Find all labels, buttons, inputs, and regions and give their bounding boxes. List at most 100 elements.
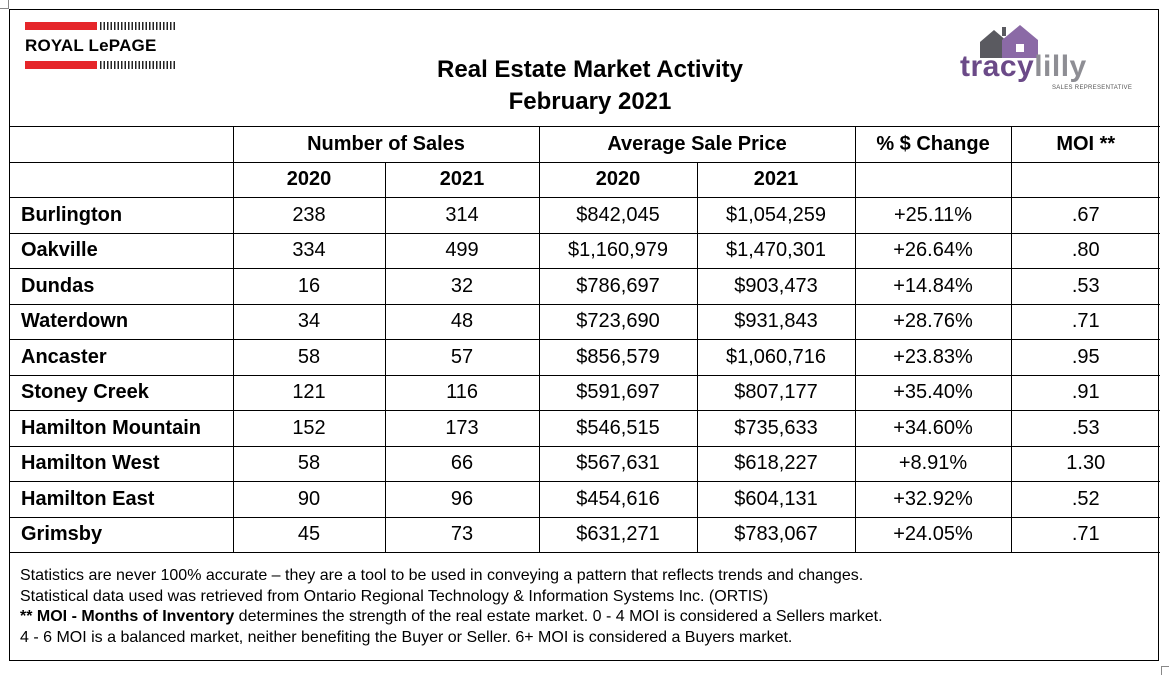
price-2021-cell: $1,054,259 (696, 197, 856, 234)
moi-cell: 1.30 (1010, 445, 1161, 482)
sales-2020-cell: 152 (232, 410, 386, 447)
price-2020-cell: $546,515 (538, 410, 698, 447)
sales-2020-cell: 90 (232, 481, 386, 518)
price-2021-cell: $618,227 (696, 445, 856, 482)
city-cell: Grimsby (10, 516, 234, 553)
price-2021-cell: $903,473 (696, 268, 856, 305)
table-row: Dundas 16 32 $786,697 $903,473 +14.84% .53 (10, 268, 1161, 305)
logo-stripes-top (100, 22, 177, 30)
sales-2021-cell: 499 (384, 232, 540, 269)
houses-icon (980, 25, 1038, 58)
moi-header: MOI ** (1010, 126, 1161, 163)
price-2021-header: 2021 (696, 161, 856, 198)
group-header-row: Number of Sales Average Sale Price % $ C… (10, 126, 1161, 163)
price-2021-cell: $1,470,301 (696, 232, 856, 269)
percent-change-cell: +28.76% (854, 303, 1012, 340)
sales-2021-cell: 48 (384, 303, 540, 340)
logo-red-bar-top (25, 22, 97, 30)
percent-change-cell: +24.05% (854, 516, 1012, 553)
tracylilly-tagline: SALES REPRESENTATIVE (1052, 85, 1133, 91)
percent-change-header: % $ Change (854, 126, 1012, 163)
year-header-row: 2020 2021 2020 2021 (10, 161, 1161, 198)
moi-definition-label: ** MOI - Months of Inventory (20, 608, 235, 625)
table-row: Stoney Creek 121 116 $591,697 $807,177 +35.40… (10, 374, 1161, 411)
moi-cell: .67 (1010, 197, 1161, 234)
percent-change-cell: +35.40% (854, 374, 1012, 411)
sales-2021-cell: 96 (384, 481, 540, 518)
moi-definition-text: determines the strength of the real esta… (234, 608, 883, 625)
percent-change-cell: +32.92% (854, 481, 1012, 518)
corner-mark-bottom-right (1161, 666, 1169, 675)
header: ROYAL LePAGE Real Estate Market Activity… (10, 10, 1158, 126)
percent-change-cell: +26.64% (854, 232, 1012, 269)
moi-cell: .80 (1010, 232, 1161, 269)
sales-2021-cell: 66 (384, 445, 540, 482)
footer-line-2: Statistical data used was retrieved from… (20, 587, 769, 605)
sales-2020-cell: 238 (232, 197, 386, 234)
sales-2021-cell: 57 (384, 339, 540, 376)
sales-2020-cell: 34 (232, 303, 386, 340)
footer-line-4: 4 - 6 MOI is a balanced market, neither … (20, 628, 793, 646)
city-cell: Stoney Creek (10, 374, 234, 411)
price-2020-cell: $631,271 (538, 516, 698, 553)
page-title: Real Estate Market Activity February 202… (290, 54, 890, 118)
sales-2021-cell: 116 (384, 374, 540, 411)
city-cell: Hamilton Mountain (10, 410, 234, 447)
table-row: Burlington 238 314 $842,045 $1,054,259 +25.11… (10, 197, 1161, 234)
price-2021-cell: $735,633 (696, 410, 856, 447)
sales-2021-header: 2021 (384, 161, 540, 198)
price-2020-cell: $591,697 (538, 374, 698, 411)
price-2021-cell: $783,067 (696, 516, 856, 553)
royal-lepage-logo: ROYAL LePAGE (25, 22, 177, 74)
empty-header-cell (854, 161, 1012, 198)
table-row: Hamilton East 90 96 $454,616 $604,131 +32.92%… (10, 481, 1161, 518)
table-row: Oakville 334 499 $1,160,979 $1,470,301 +26.64… (10, 232, 1161, 269)
tracylilly-wordmark: tracylilly (960, 50, 1087, 84)
moi-cell: .52 (1010, 481, 1161, 518)
logo-red-bar-bottom (25, 61, 97, 69)
price-2020-cell: $786,697 (538, 268, 698, 305)
table-row: Ancaster 58 57 $856,579 $1,060,716 +23.83% .95 (10, 339, 1161, 376)
table-row: Waterdown 34 48 $723,690 $931,843 +28.76% .71 (10, 303, 1161, 340)
table-body: Burlington 238 314 $842,045 $1,054,259 +25.11… (10, 197, 1161, 553)
price-2020-cell: $856,579 (538, 339, 698, 376)
sales-2021-cell: 173 (384, 410, 540, 447)
price-2020-cell: $1,160,979 (538, 232, 698, 269)
footer-line-3: ** MOI - Months of Inventory determines … (20, 607, 883, 628)
sales-2020-cell: 16 (232, 268, 386, 305)
price-2021-cell: $931,843 (696, 303, 856, 340)
city-cell: Oakville (10, 232, 234, 269)
sales-2020-cell: 334 (232, 232, 386, 269)
percent-change-cell: +34.60% (854, 410, 1012, 447)
empty-header-cell (1010, 161, 1161, 198)
sales-2020-cell: 121 (232, 374, 386, 411)
price-2021-cell: $1,060,716 (696, 339, 856, 376)
table-row: Grimsby 45 73 $631,271 $783,067 +24.05% .71 (10, 516, 1161, 553)
document-frame: ROYAL LePAGE Real Estate Market Activity… (9, 9, 1161, 661)
city-cell: Hamilton West (10, 445, 234, 482)
moi-cell: .53 (1010, 410, 1161, 447)
sales-2020-header: 2020 (232, 161, 386, 198)
price-2020-cell: $723,690 (538, 303, 698, 340)
sales-2021-cell: 32 (384, 268, 540, 305)
footer-notes: Statistics are never 100% accurate – the… (20, 566, 883, 648)
sales-2020-cell: 45 (232, 516, 386, 553)
title-line-2: February 2021 (508, 88, 672, 115)
number-of-sales-header: Number of Sales (232, 126, 540, 163)
price-2020-cell: $842,045 (538, 197, 698, 234)
tracylilly-logo: tracylilly SALES REPRESENTATIVE (952, 24, 1152, 94)
moi-cell: .53 (1010, 268, 1161, 305)
sales-2020-cell: 58 (232, 339, 386, 376)
market-activity-table: Number of Sales Average Sale Price % $ C… (10, 126, 1161, 553)
city-cell: Dundas (10, 268, 234, 305)
sales-2021-cell: 314 (384, 197, 540, 234)
empty-header-cell (10, 161, 234, 198)
lilly-text: lilly (1034, 50, 1087, 83)
average-sale-price-header: Average Sale Price (538, 126, 856, 163)
footer-line-1: Statistics are never 100% accurate – the… (20, 567, 864, 584)
empty-header-cell (10, 126, 234, 163)
percent-change-cell: +14.84% (854, 268, 1012, 305)
price-2020-cell: $454,616 (538, 481, 698, 518)
percent-change-cell: +8.91% (854, 445, 1012, 482)
percent-change-cell: +23.83% (854, 339, 1012, 376)
